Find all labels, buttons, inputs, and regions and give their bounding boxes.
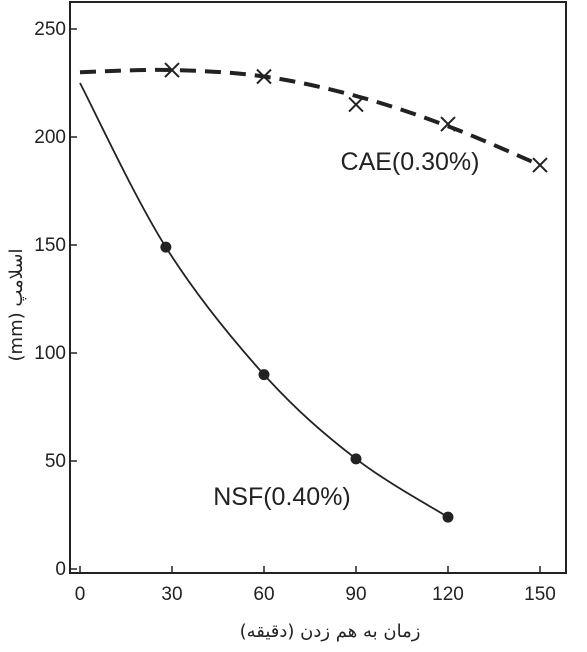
marker-stroke <box>256 68 272 85</box>
data-point-x-marker <box>532 157 548 173</box>
data-point-x-marker <box>256 68 272 85</box>
series-nsf: NSF(0.40%) <box>79 82 454 523</box>
y-tick-label: 0 <box>55 559 66 580</box>
series-line <box>79 82 449 518</box>
data-point-dot <box>160 241 172 253</box>
axes <box>69 1 567 574</box>
plot-frame <box>69 1 567 574</box>
series-label: CAE(0.30%) <box>341 148 480 176</box>
y-tick-label: 50 <box>45 451 66 472</box>
y-tick-label: 200 <box>34 127 66 148</box>
x-tick-label: 90 <box>345 584 366 605</box>
x-tick-label: 30 <box>161 584 182 605</box>
data-point-dot <box>258 369 270 381</box>
x-tick-label: 120 <box>432 584 464 605</box>
tick-labels: 0 30 60 90 120 150 0 50 100 150 200 250 <box>34 19 556 605</box>
marker-stroke <box>348 96 364 113</box>
data-point-dot <box>350 453 362 465</box>
data-point-x-marker <box>348 96 364 113</box>
data-point-x-marker <box>440 116 456 132</box>
y-axis-label: اسلامپ (mm) <box>6 249 27 362</box>
x-tick-label: 0 <box>75 584 86 605</box>
y-tick-label: 150 <box>34 235 66 256</box>
x-tick-label: 60 <box>253 584 274 605</box>
marker-stroke <box>164 62 180 78</box>
series-cae: CAE(0.30%) <box>79 62 548 176</box>
data-point-x-marker <box>164 62 180 78</box>
x-tick-label: 150 <box>524 584 556 605</box>
data-point-dot <box>442 511 454 523</box>
y-tick-label: 250 <box>34 19 66 40</box>
marker-stroke <box>440 116 456 132</box>
y-tick-label: 100 <box>34 343 66 364</box>
x-axis-label: زمان به هم زدن (دقیقه) <box>240 621 421 642</box>
series-line <box>79 67 541 167</box>
marker-stroke <box>532 157 548 173</box>
series-layer: CAE(0.30%) NSF(0.40%) <box>79 62 548 523</box>
series-label: NSF(0.40%) <box>213 483 351 511</box>
